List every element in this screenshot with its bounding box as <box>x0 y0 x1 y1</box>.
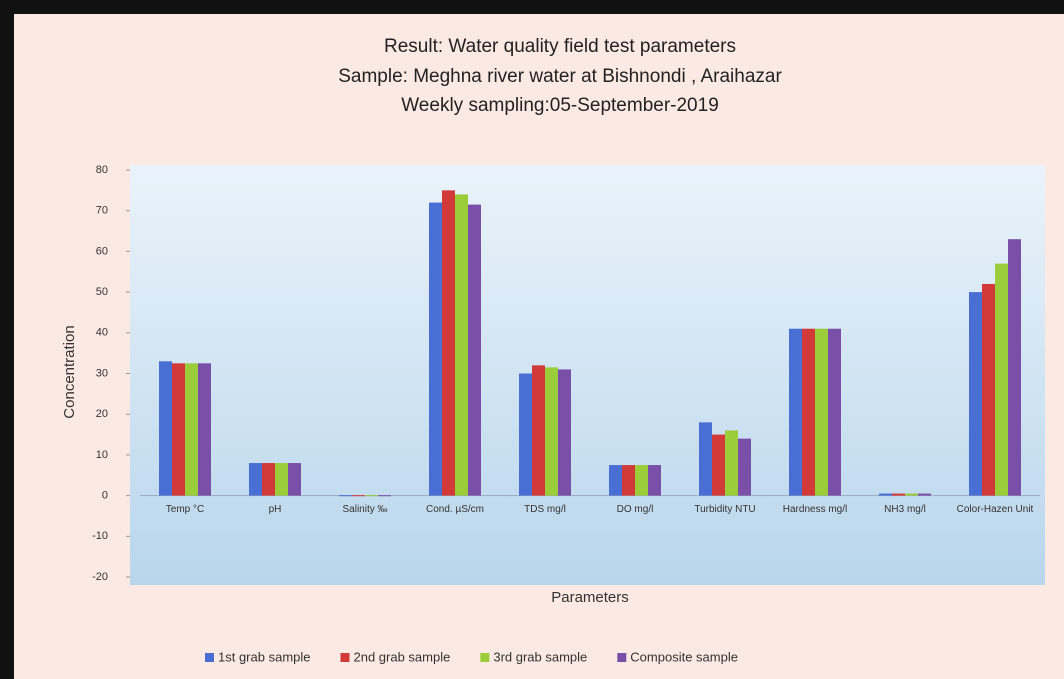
x-tick-label: Salinity ‰ <box>342 504 387 515</box>
bar <box>532 365 545 496</box>
bar <box>249 463 262 496</box>
y-tick-label: 30 <box>96 367 108 379</box>
chart-title: Result: Water quality field test paramet… <box>384 36 736 57</box>
bar <box>545 367 558 496</box>
legend-label: 1st grab sample <box>218 649 311 664</box>
bar <box>558 369 571 496</box>
legend-swatch <box>617 653 627 662</box>
bar <box>339 495 352 497</box>
y-tick-label: 70 <box>96 205 108 217</box>
bar <box>892 493 905 496</box>
bar <box>982 283 995 496</box>
bar <box>738 438 751 496</box>
bar <box>378 495 391 497</box>
bar <box>468 204 481 496</box>
y-axis-label: Concentration <box>61 325 78 418</box>
bar <box>455 194 468 496</box>
bar <box>995 263 1008 496</box>
bar <box>429 202 442 496</box>
y-tick-label: -10 <box>92 530 108 542</box>
x-tick-label: Cond. µS/cm <box>426 504 484 515</box>
y-tick-label: 50 <box>96 286 108 298</box>
bar <box>275 463 288 496</box>
bar <box>725 430 738 496</box>
x-tick-label: Hardness mg/l <box>783 504 847 515</box>
legend-label: 3rd grab sample <box>493 649 587 664</box>
bar <box>609 465 622 496</box>
bar <box>1008 239 1021 496</box>
y-tick-label: 80 <box>96 164 108 176</box>
bar <box>905 493 918 496</box>
x-tick-label: DO mg/l <box>617 504 654 515</box>
bar <box>262 463 275 496</box>
legend-label: 2nd grab sample <box>354 649 451 664</box>
bar <box>789 328 802 496</box>
bar <box>969 292 982 496</box>
legend-swatch <box>340 653 350 662</box>
x-tick-label: Color-Hazen Unit <box>957 504 1034 515</box>
y-tick-label: 10 <box>96 449 108 461</box>
legend-label: Composite sample <box>630 649 738 664</box>
legend-swatch <box>205 653 214 662</box>
x-tick-label: NH3 mg/l <box>884 504 926 515</box>
bar <box>699 422 712 496</box>
bar <box>648 465 661 496</box>
y-tick-label: 0 <box>102 490 108 502</box>
chart-subtitle: Weekly sampling:05-September-2019 <box>401 95 719 116</box>
bar <box>712 434 725 496</box>
bar <box>288 463 301 496</box>
y-tick-label: 40 <box>96 327 108 339</box>
bar <box>442 190 455 496</box>
y-tick-label: 60 <box>96 245 108 257</box>
bar <box>622 465 635 496</box>
x-tick-label: Temp °C <box>166 504 204 515</box>
x-tick-label: TDS mg/l <box>524 504 566 515</box>
x-tick-label: pH <box>269 504 282 515</box>
bar <box>879 493 892 496</box>
bar <box>815 328 828 496</box>
bar <box>635 465 648 496</box>
bar <box>918 493 931 496</box>
bar <box>198 363 211 496</box>
bar <box>159 361 172 496</box>
bar <box>352 495 365 497</box>
bar <box>365 495 378 497</box>
bar <box>172 363 185 496</box>
x-tick-label: Turbidity NTU <box>694 504 755 515</box>
bar <box>185 363 198 496</box>
legend-swatch <box>480 653 490 662</box>
plot-area <box>130 165 1045 585</box>
bar <box>802 328 815 496</box>
x-axis-label: Parameters <box>551 589 629 606</box>
bar <box>519 373 532 496</box>
y-tick-label: -20 <box>92 571 108 583</box>
chart-subtitle: Sample: Meghna river water at Bishnondi … <box>338 66 782 87</box>
bar <box>828 328 841 496</box>
y-tick-label: 20 <box>96 408 108 420</box>
